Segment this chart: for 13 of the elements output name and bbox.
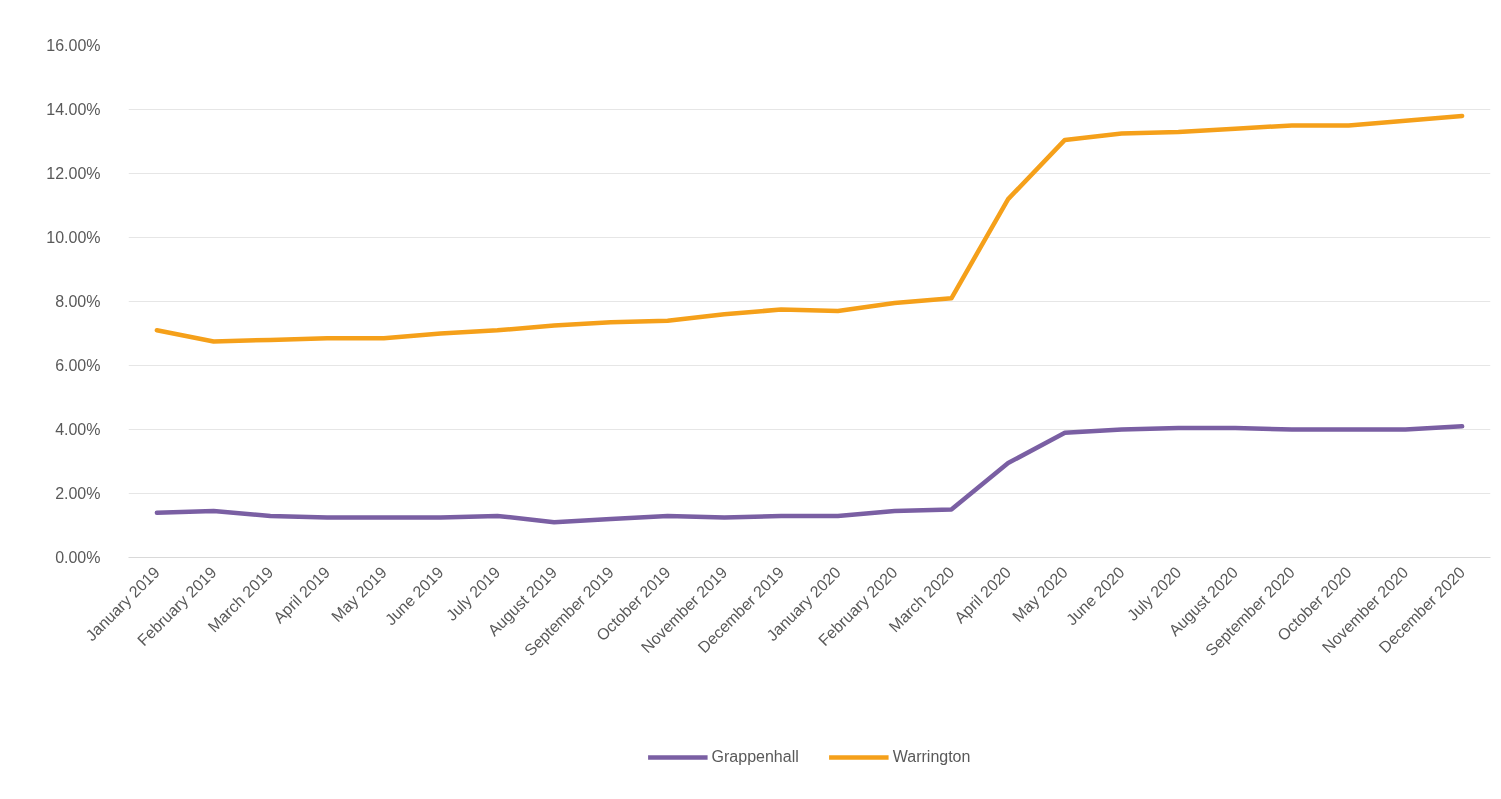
line-series bbox=[154, 424, 1465, 525]
y-tick-label: 16.00% bbox=[46, 37, 101, 54]
legend-label: Warrington bbox=[892, 748, 971, 766]
line-series bbox=[154, 113, 1465, 344]
y-tick-label: 2.00% bbox=[55, 485, 101, 502]
legend-label: Grappenhall bbox=[711, 748, 799, 766]
y-tick-label: 12.00% bbox=[46, 165, 101, 182]
y-tick-label: 14.00% bbox=[46, 101, 101, 118]
y-tick-label: 8.00% bbox=[55, 293, 101, 310]
y-tick-label: 6.00% bbox=[55, 357, 101, 374]
y-tick-label: 4.00% bbox=[55, 421, 101, 438]
y-tick-label: 0.00% bbox=[55, 549, 101, 566]
y-tick-label: 10.00% bbox=[46, 229, 101, 246]
